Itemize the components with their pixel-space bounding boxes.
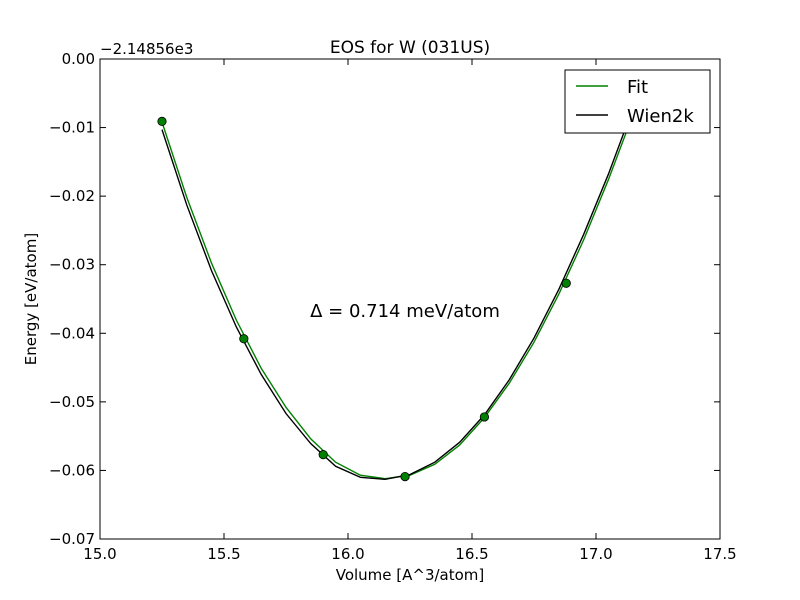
x-tick-label: 16.0: [331, 545, 364, 563]
data-point: [479, 412, 489, 422]
curves-layer: [161, 107, 634, 481]
points-layer: [157, 116, 571, 482]
data-point: [157, 116, 167, 127]
y-tick-label: −0.01: [49, 119, 95, 137]
series-line-wien2k: [161, 107, 634, 481]
x-tick-label: 17.0: [579, 545, 612, 563]
x-tick-label: 17.5: [703, 545, 736, 563]
delta-annotation: Δ = 0.714 meV/atom: [310, 301, 500, 322]
legend-box: [564, 69, 711, 134]
plot-frame: [99, 58, 721, 540]
y-tick-label: −0.02: [49, 187, 95, 205]
legend: Fit Wien2k: [564, 69, 711, 134]
y-offset-label: −2.14856e3: [100, 40, 193, 58]
legend-label-wien2k: Wien2k: [627, 106, 694, 127]
data-point: [318, 450, 328, 460]
data-point: [561, 278, 571, 288]
x-axis-label: Volume [A^3/atom]: [336, 566, 485, 584]
y-tick-label: −0.04: [49, 324, 95, 342]
x-tick-label: 15.5: [207, 545, 240, 563]
y-axis-ticks: 0.00 −0.01 −0.02 −0.03 −0.04 −0.05 −0.06 −0.07: [49, 50, 720, 548]
chart-title: EOS for W (031US): [330, 38, 490, 58]
legend-label-fit: Fit: [627, 77, 648, 98]
y-tick-label: −0.06: [49, 461, 95, 479]
y-tick-label: 0.00: [62, 50, 95, 68]
x-tick-label: 15.0: [83, 545, 116, 563]
x-tick-label: 16.5: [455, 545, 488, 563]
data-point: [400, 471, 410, 482]
y-tick-label: −0.05: [49, 393, 95, 411]
y-tick-label: −0.03: [49, 256, 95, 274]
y-axis-label: Energy [eV/atom]: [22, 233, 40, 365]
data-point: [239, 334, 249, 344]
y-tick-label: −0.07: [49, 530, 95, 548]
series-line-fit: [161, 113, 634, 480]
x-axis-ticks: 15.0 15.5 16.0 16.5 17.0 17.5: [83, 59, 737, 563]
